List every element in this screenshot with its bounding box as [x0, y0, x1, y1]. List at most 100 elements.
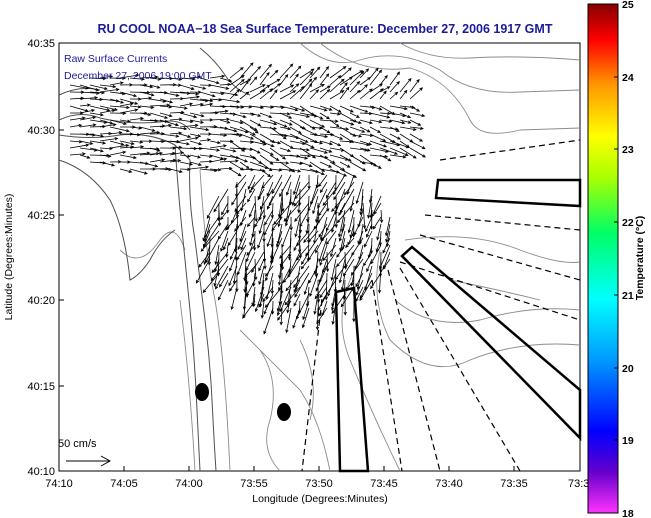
current-arrow — [359, 140, 373, 146]
current-arrow — [289, 126, 302, 134]
current-arrow — [329, 119, 340, 128]
current-arrow — [119, 73, 140, 79]
current-arrow — [342, 258, 355, 277]
current-arrow — [299, 78, 313, 93]
current-arrow — [277, 300, 292, 321]
current-arrow — [309, 272, 319, 298]
y-tick-label: 40:20 — [27, 295, 55, 307]
colorbar-tick-label: 23 — [622, 144, 634, 156]
current-arrow — [389, 119, 406, 125]
current-arrow — [293, 265, 310, 288]
current-arrow — [359, 88, 373, 100]
current-arrow — [202, 272, 220, 294]
current-arrow — [209, 140, 221, 145]
current-arrow — [129, 90, 151, 95]
current-arrow — [389, 147, 409, 156]
current-arrow — [369, 126, 382, 133]
current-arrow — [399, 119, 412, 124]
current-arrow — [129, 105, 142, 109]
current-arrow — [349, 112, 360, 118]
current-arrow — [309, 66, 321, 79]
current-arrow — [189, 140, 203, 146]
x-tick-label: 74:00 — [175, 478, 203, 490]
current-arrow — [139, 105, 155, 109]
scale-arrow — [66, 455, 112, 467]
current-arrow — [289, 65, 302, 79]
current-arrow — [326, 195, 330, 212]
current-arrow — [289, 147, 311, 152]
current-arrow — [379, 209, 384, 224]
current-arrow — [285, 181, 292, 196]
current-arrow — [139, 84, 154, 89]
colorbar-tick-label: 24 — [622, 72, 634, 84]
current-arrow — [258, 265, 265, 286]
current-arrow — [302, 300, 310, 321]
current-arrow — [189, 112, 205, 118]
current-arrow — [277, 265, 283, 286]
current-arrow — [79, 154, 91, 159]
current-arrow — [319, 181, 328, 194]
current-arrow — [198, 251, 211, 268]
current-arrow — [409, 133, 424, 142]
current-arrow — [169, 168, 183, 174]
current-arrow — [359, 279, 373, 302]
current-arrow — [149, 151, 163, 156]
current-arrow — [189, 75, 202, 79]
buoy-marker — [195, 383, 209, 401]
current-arrow — [312, 195, 319, 215]
current-arrow — [149, 139, 166, 144]
current-arrow — [179, 77, 196, 81]
current-arrow — [299, 83, 313, 100]
current-arrow — [169, 159, 182, 163]
current-arrow — [409, 87, 424, 100]
current-arrow — [149, 158, 166, 163]
current-arrow — [159, 112, 173, 118]
current-arrow — [159, 119, 180, 127]
transect-lines — [301, 139, 581, 472]
current-arrow — [349, 126, 366, 133]
colorbar — [587, 3, 619, 514]
current-arrow — [109, 105, 130, 110]
current-arrow — [319, 154, 336, 164]
colorbar-tick-label: 22 — [622, 217, 634, 229]
current-arrow — [389, 154, 407, 159]
current-arrow — [316, 307, 328, 325]
current-arrow — [293, 174, 301, 196]
current-arrow — [222, 237, 229, 251]
current-arrow — [109, 81, 124, 86]
current-arrow — [292, 307, 301, 329]
current-arrow — [109, 126, 130, 133]
current-arrow — [89, 105, 111, 112]
current-arrow — [369, 112, 391, 119]
current-arrow — [349, 81, 361, 93]
current-arrow — [339, 76, 353, 86]
current-arrow — [349, 119, 362, 125]
current-arrow — [289, 73, 299, 86]
current-arrow — [363, 251, 373, 267]
current-arrow — [279, 105, 299, 112]
current-arrow — [209, 117, 231, 121]
current-arrow — [277, 195, 283, 218]
current-arrow — [339, 105, 354, 113]
current-arrow — [229, 154, 249, 163]
current-arrow — [303, 279, 310, 296]
current-arrow — [285, 307, 292, 334]
current-arrow — [369, 161, 382, 169]
current-arrow — [69, 116, 86, 121]
current-arrow — [159, 105, 173, 109]
current-arrow — [149, 147, 161, 152]
current-arrow — [246, 279, 256, 297]
current-arrow — [179, 102, 194, 107]
current-arrow — [199, 77, 220, 85]
current-arrow — [409, 119, 422, 126]
current-arrow — [139, 91, 155, 97]
current-arrow — [389, 91, 399, 100]
current-arrow — [334, 202, 338, 229]
current-arrow — [99, 109, 116, 114]
current-arrow — [89, 147, 104, 153]
current-arrow — [239, 105, 253, 109]
current-arrow — [229, 161, 245, 171]
current-arrow — [379, 111, 392, 116]
current-arrow — [339, 154, 352, 162]
current-arrow — [309, 140, 324, 145]
